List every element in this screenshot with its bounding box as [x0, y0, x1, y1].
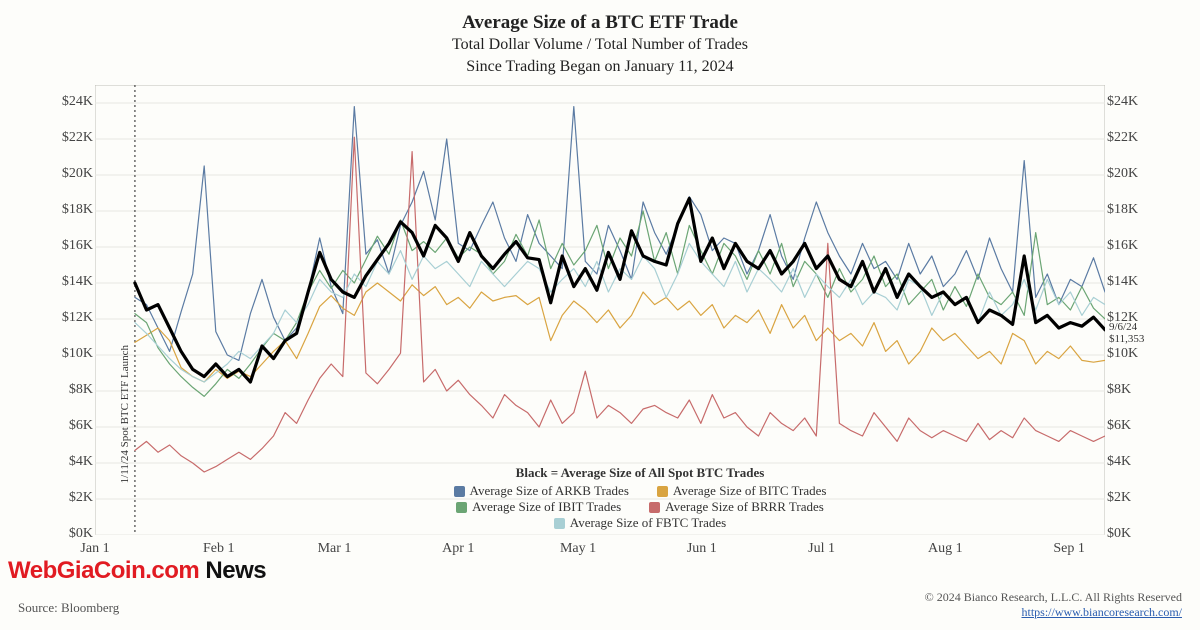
y-tick-right: $20K [1107, 166, 1152, 182]
y-tick-left: $14K [48, 274, 93, 290]
watermark: WebGiaCoin.com News [8, 557, 266, 585]
watermark-black: News [199, 557, 266, 584]
x-tick: May 1 [560, 541, 596, 557]
y-tick-left: $12K [48, 310, 93, 326]
y-tick-right: $0K [1107, 526, 1152, 542]
legend-label: Average Size of IBIT Trades [472, 499, 621, 515]
chart-container: Average Size of a BTC ETF Trade Total Do… [0, 0, 1200, 630]
x-tick: Jan 1 [80, 541, 109, 557]
copyright-url: https://www.biancoresearch.com/ [925, 605, 1182, 620]
chart-subtitle-2: Since Trading Began on January 11, 2024 [0, 56, 1200, 78]
legend-swatch [657, 486, 668, 497]
launch-annotation: 1/11/24 Spot BTC ETF Launch [119, 345, 131, 483]
x-tick: Mar 1 [318, 541, 352, 557]
source-text: Source: Bloomberg [18, 600, 119, 616]
x-tick: Jun 1 [687, 541, 717, 557]
legend-label: Average Size of FBTC Trades [570, 515, 726, 531]
watermark-red: WebGiaCoin.com [8, 557, 199, 584]
y-tick-left: $20K [48, 166, 93, 182]
legend-item: Average Size of FBTC Trades [554, 515, 726, 531]
x-tick: Aug 1 [928, 541, 963, 557]
y-tick-right: $14K [1107, 274, 1152, 290]
y-tick-left: $18K [48, 202, 93, 218]
y-tick-right: $2K [1107, 490, 1152, 506]
x-tick: Feb 1 [203, 541, 235, 557]
y-tick-right: $22K [1107, 130, 1152, 146]
y-tick-left: $6K [48, 418, 93, 434]
y-tick-left: $2K [48, 490, 93, 506]
title-block: Average Size of a BTC ETF Trade Total Do… [0, 12, 1200, 77]
legend-items: Average Size of ARKB TradesAverage Size … [360, 483, 920, 531]
legend-swatch [456, 502, 467, 513]
legend-label: Average Size of BRRR Trades [665, 499, 824, 515]
y-tick-left: $8K [48, 382, 93, 398]
legend-item: Average Size of ARKB Trades [454, 483, 629, 499]
chart-title: Average Size of a BTC ETF Trade [0, 12, 1200, 34]
y-tick-right: $4K [1107, 454, 1152, 470]
y-tick-right: $24K [1107, 94, 1152, 110]
y-tick-right: $18K [1107, 202, 1152, 218]
x-tick: Sep 1 [1053, 541, 1085, 557]
copyright-block: © 2024 Bianco Research, L.L.C. All Right… [925, 590, 1182, 620]
legend: Black = Average Size of All Spot BTC Tra… [360, 465, 920, 531]
end-annot-date: 9/6/24 [1109, 321, 1144, 333]
legend-item: Average Size of IBIT Trades [456, 499, 621, 515]
legend-item: Average Size of BITC Trades [657, 483, 827, 499]
legend-title: Black = Average Size of All Spot BTC Tra… [360, 465, 920, 481]
x-tick: Apr 1 [442, 541, 474, 557]
y-tick-left: $0K [48, 526, 93, 542]
end-annot-value: $11,353 [1109, 333, 1144, 345]
end-annotation: 9/6/24 $11,353 [1109, 321, 1144, 345]
y-tick-left: $22K [48, 130, 93, 146]
y-tick-right: $10K [1107, 346, 1152, 362]
chart-subtitle-1: Total Dollar Volume / Total Number of Tr… [0, 34, 1200, 56]
y-tick-left: $16K [48, 238, 93, 254]
legend-swatch [454, 486, 465, 497]
legend-label: Average Size of BITC Trades [673, 483, 827, 499]
y-tick-right: $6K [1107, 418, 1152, 434]
y-tick-right: $8K [1107, 382, 1152, 398]
legend-swatch [649, 502, 660, 513]
y-tick-left: $24K [48, 94, 93, 110]
x-tick: Jul 1 [808, 541, 835, 557]
y-tick-left: $10K [48, 346, 93, 362]
legend-item: Average Size of BRRR Trades [649, 499, 824, 515]
y-tick-left: $4K [48, 454, 93, 470]
legend-label: Average Size of ARKB Trades [470, 483, 629, 499]
legend-swatch [554, 518, 565, 529]
y-tick-right: $16K [1107, 238, 1152, 254]
copyright-text: © 2024 Bianco Research, L.L.C. All Right… [925, 590, 1182, 605]
